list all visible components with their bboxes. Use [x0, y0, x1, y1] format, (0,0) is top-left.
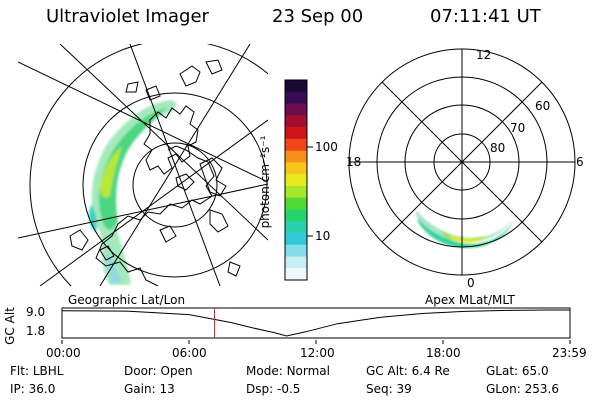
- colorbar-tick-100: 100: [315, 140, 338, 154]
- info-gain-value: 13: [159, 382, 175, 396]
- colorbar-swatch: [285, 91, 307, 105]
- coastline: [69, 59, 241, 286]
- colorbar-swatch: [285, 115, 307, 128]
- mlt-label-18: 18: [346, 155, 362, 169]
- info-gain-label: Gain:: [124, 382, 156, 396]
- info-seq: Seq: 39: [366, 382, 412, 396]
- info-mode-value: Normal: [286, 364, 330, 378]
- colorbar-swatch: [285, 244, 307, 257]
- info-glon-label: GLon:: [486, 382, 521, 396]
- info-dsp: Dsp: -0.5: [246, 382, 300, 396]
- mlt-label-6: 6: [576, 155, 584, 169]
- mlt-label-0: 0: [467, 276, 475, 290]
- info-door-label: Door:: [124, 364, 157, 378]
- info-seq-label: Seq:: [366, 382, 393, 396]
- instrument-title: Ultraviolet Imager: [46, 6, 209, 27]
- info-glat: GLat: 65.0: [486, 364, 549, 378]
- geographic-coords-label: Geographic Lat/Lon: [68, 293, 186, 307]
- aurora-emission-polar: [416, 210, 514, 248]
- info-gc-alt-value: 6.4 Re: [411, 364, 450, 378]
- colorbar-swatch: [285, 232, 307, 246]
- x-tick-1800: 18:00: [426, 346, 461, 360]
- info-gc-alt: GC Alt: 6.4 Re: [366, 364, 450, 378]
- y-tick-1-8: 1.8: [26, 324, 46, 338]
- info-dsp-label: Dsp:: [246, 382, 274, 396]
- colorbar-swatch: [285, 221, 307, 234]
- info-glat-label: GLat:: [486, 364, 519, 378]
- x-tick-1200: 12:00: [300, 346, 335, 360]
- info-ip: IP: 36.0: [10, 382, 55, 396]
- colorbar-swatch: [285, 80, 307, 93]
- colorbar-swatch: [285, 256, 307, 269]
- info-ip-label: IP:: [10, 382, 25, 396]
- colorbar-swatch: [285, 174, 307, 187]
- colorbar-swatch: [285, 103, 307, 116]
- info-door-value: Open: [160, 364, 193, 378]
- info-mode-label: Mode:: [246, 364, 283, 378]
- colorbar-swatch: [285, 185, 307, 199]
- lat-label-60: 60: [535, 99, 551, 113]
- info-dsp-value: -0.5: [276, 382, 301, 396]
- x-tick-2359: 23:59: [552, 346, 587, 360]
- colorbar-swatch: [285, 150, 307, 163]
- lat-lon-grid: [18, 44, 268, 286]
- x-tick-0000: 00:00: [46, 346, 81, 360]
- lat-label-80: 80: [490, 141, 506, 155]
- date-label: 23 Sep 00: [272, 6, 364, 27]
- aurora-emission-geo: [89, 100, 177, 285]
- info-glon: GLon: 253.6: [486, 382, 559, 396]
- info-glon-value: 253.6: [524, 382, 559, 396]
- colorbar-tick-10: 10: [315, 229, 331, 243]
- info-flt-label: Flt:: [10, 364, 29, 378]
- info-flt: Flt: LBHL: [10, 364, 63, 378]
- info-ip-value: 36.0: [28, 382, 56, 396]
- altitude-curve: [61, 309, 570, 337]
- info-gain: Gain: 13: [124, 382, 175, 396]
- colorbar-swatch: [285, 209, 307, 222]
- colorbar-swatch: [285, 197, 307, 210]
- info-glat-value: 65.0: [521, 364, 549, 378]
- info-mode: Mode: Normal: [246, 364, 330, 378]
- colorbar-swatch: [285, 138, 307, 152]
- info-flt-value: LBHL: [32, 364, 64, 378]
- info-door: Door: Open: [124, 364, 193, 378]
- colorbar-swatch: [285, 268, 307, 281]
- colorbar-swatch: [285, 162, 307, 175]
- info-gc-alt-label: GC Alt:: [366, 364, 408, 378]
- colorbar-swatch: [285, 127, 307, 140]
- time-label: 07:11:41 UT: [430, 6, 541, 27]
- x-tick-0600: 06:00: [172, 346, 207, 360]
- lat-label-70: 70: [510, 121, 526, 135]
- info-seq-value: 39: [396, 382, 412, 396]
- mlt-label-12: 12: [476, 48, 492, 62]
- magnetic-coords-label: Apex MLat/MLT: [425, 293, 515, 307]
- y-tick-9: 9.0: [26, 305, 46, 319]
